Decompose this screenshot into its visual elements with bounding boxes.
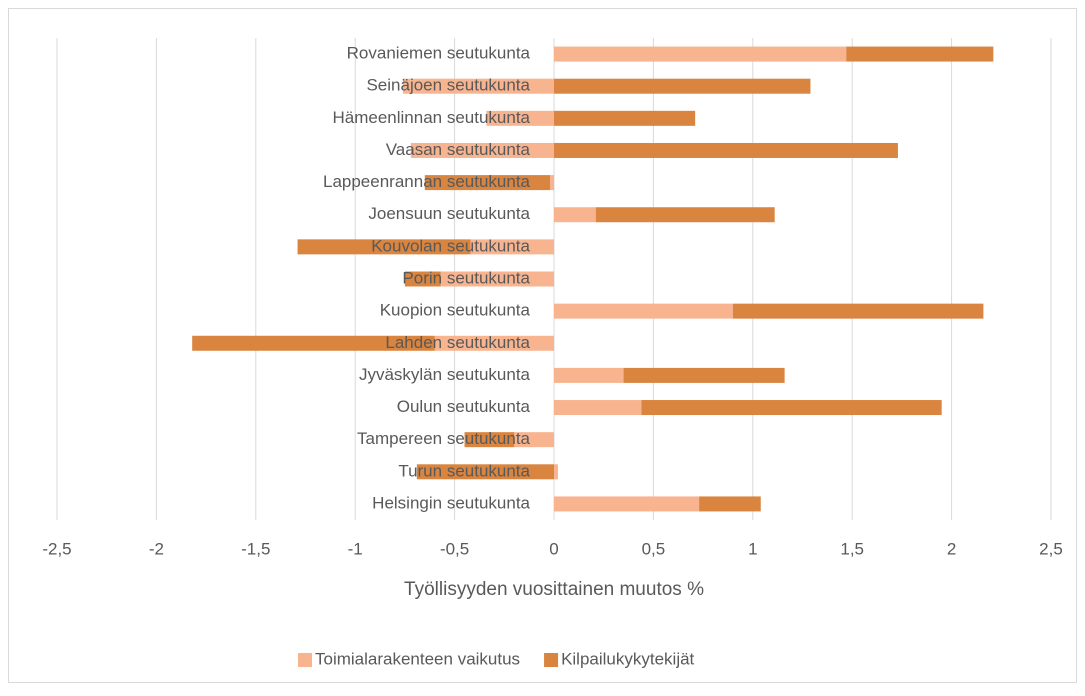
bar [554,400,642,416]
legend-swatch [298,653,312,667]
x-axis-title: Työllisyyden vuosittainen muutos % [404,579,704,600]
bar [514,432,554,448]
y-tick-label: Helsingin seutukunta [372,493,530,512]
bar [486,110,554,126]
y-tick-label: Kuopion seutukunta [380,301,531,320]
y-tick-label: Lappeenrannan seutukunta [323,172,531,191]
legend-label: Toimialarakenteen vaikutus [315,649,520,668]
bar [416,464,554,480]
bar [623,367,785,383]
bar [464,432,515,448]
y-tick-label: Rovaniemen seutukunta [347,44,531,63]
x-tick-label: -0,5 [440,539,469,558]
bar [554,78,811,94]
bar [550,175,554,191]
x-tick-label: 0,5 [642,539,666,558]
y-tick-label: Seinäjoen seutukunta [366,76,530,95]
y-tick-label: Oulun seutukunta [397,397,531,416]
bar [297,239,471,255]
x-tick-label: -2,5 [42,539,71,558]
x-tick-label: -2 [149,539,164,558]
y-tick-label: Porin seutukunta [402,268,530,287]
y-tick-label: Kouvolan seutukunta [371,236,530,255]
bar [410,142,554,158]
bar [554,367,624,383]
x-tick-label: 0 [549,539,558,558]
bar [440,271,554,287]
x-tick-label: 1,5 [840,539,864,558]
y-tick-label: Turun seutukunta [398,461,530,480]
bar [470,239,554,255]
bar [554,464,558,480]
x-tick-label: -1 [348,539,363,558]
y-tick-label: Hämeenlinnan seutukunta [332,108,530,127]
x-tick-label: 1 [748,539,757,558]
legend-swatch [544,653,559,667]
bar [554,46,847,62]
bar [554,303,733,319]
bar [554,110,696,126]
bar [554,207,596,223]
bar [192,335,435,351]
bar [732,303,984,319]
bar [402,78,554,94]
bar [699,496,761,512]
bar [404,271,441,287]
y-tick-label: Jyväskylän seutukunta [359,365,531,384]
y-tick-label: Joensuun seutukunta [368,204,530,223]
bar [595,207,775,223]
y-tick-label: Tampereen seutukunta [357,429,530,448]
bar [554,496,700,512]
x-tick-label: -1,5 [241,539,270,558]
bar [424,175,551,191]
bar [641,400,942,416]
legend-label: Kilpailukykytekijät [561,649,694,668]
x-tick-label: 2,5 [1039,539,1063,558]
bar [846,46,994,62]
y-tick-label: Vaasan seutukunta [386,140,531,159]
bar [554,142,898,158]
x-tick-label: 2 [947,539,956,558]
y-tick-label: Lahden seutukunta [385,333,530,352]
bar [434,335,554,351]
